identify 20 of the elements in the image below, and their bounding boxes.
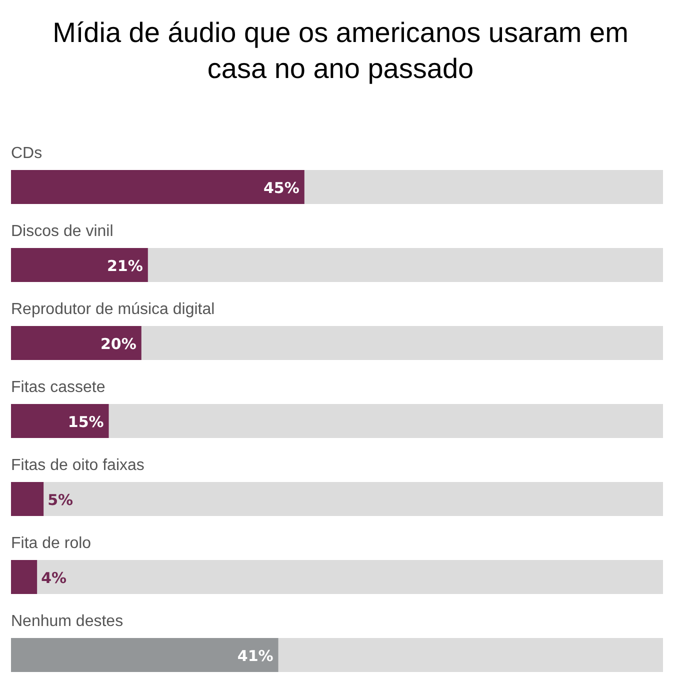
bar — [11, 560, 38, 594]
y-tick-label: Discos de vinil — [11, 223, 114, 240]
chart-title: Mídia de áudio que os americanos usaram em casa no ano passado — [52, 17, 628, 84]
bar — [11, 404, 109, 438]
data-label: 45% — [263, 179, 300, 197]
bar — [11, 326, 142, 360]
data-label: 20% — [100, 335, 136, 353]
y-tick-label: Fitas de oito faixas — [11, 457, 144, 474]
bar — [11, 248, 148, 282]
data-label: 41% — [237, 647, 274, 665]
y-tick-label: Nenhum destes — [11, 613, 124, 630]
data-label: 15% — [68, 413, 104, 431]
y-tick-label: CDs — [11, 145, 42, 162]
bar — [11, 482, 44, 516]
data-label: 21% — [107, 257, 143, 275]
y-tick-label: Reprodutor de música digital — [11, 301, 215, 318]
y-tick-label: Fita de rolo — [11, 535, 92, 552]
y-tick-label: Fitas cassete — [11, 379, 106, 396]
data-label: 4% — [41, 569, 67, 587]
data-label: 5% — [48, 491, 74, 509]
